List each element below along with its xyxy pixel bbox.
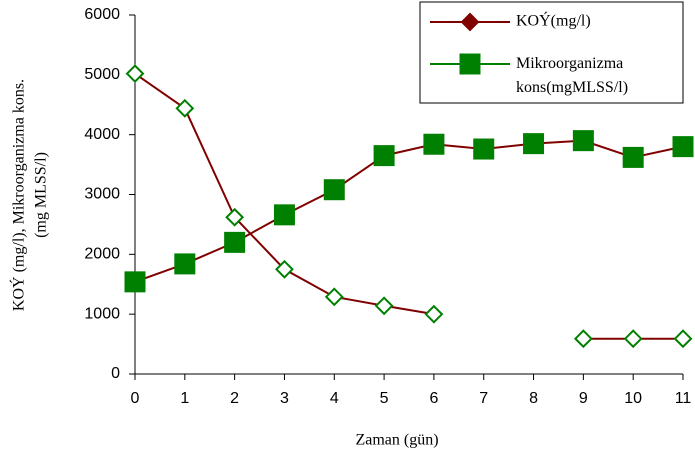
y-tick-label: 6000 (84, 6, 120, 23)
x-tick-label: 4 (330, 390, 339, 407)
y-axis-label: KOÝ (mg/l), Mikroorganizma kons. (9, 79, 28, 311)
x-tick-label: 6 (429, 390, 438, 407)
y-tick-label: 2000 (84, 246, 120, 263)
data-point (622, 146, 644, 168)
series-line (134, 139, 684, 283)
data-point (373, 145, 395, 167)
data-point (572, 130, 594, 152)
legend-marker (460, 12, 480, 32)
data-point (523, 133, 545, 155)
legend-label: KOÝ(mg/l) (516, 11, 591, 30)
x-tick-label: 8 (529, 390, 538, 407)
y-tick-label: 1000 (84, 305, 120, 322)
data-point (424, 304, 444, 324)
x-tick-label: 2 (230, 390, 239, 407)
data-point (174, 253, 196, 275)
data-point (323, 179, 345, 201)
x-tick-label: 10 (624, 390, 642, 407)
x-tick-label: 9 (579, 390, 588, 407)
x-tick-label: 1 (180, 390, 189, 407)
data-point (374, 296, 394, 316)
x-axis-label: Zaman (gün) (355, 432, 438, 449)
x-tick-label: 5 (380, 390, 389, 407)
data-point (672, 136, 694, 158)
data-point (324, 287, 344, 307)
data-point (225, 207, 245, 227)
data-point (673, 329, 693, 349)
data-point (423, 133, 445, 155)
data-point (573, 329, 593, 349)
data-point (175, 98, 195, 118)
data-point (275, 259, 294, 279)
y-tick-label: 3000 (84, 186, 120, 203)
data-point (124, 271, 146, 293)
legend-label: Mikroorganizma kons(mgMLSS/l) (516, 55, 628, 96)
data-point (623, 329, 643, 349)
y-tick-label: 5000 (84, 66, 120, 83)
data-point (473, 138, 495, 160)
x-tick-label: 7 (479, 390, 488, 407)
x-tick-label: 11 (675, 390, 692, 407)
data-point (224, 231, 246, 253)
data-point (125, 64, 145, 84)
data-point (273, 204, 295, 226)
legend-marker (459, 53, 481, 75)
y-tick-label: 4000 (84, 126, 120, 143)
x-tick-label: 3 (280, 390, 289, 407)
y-axis-label: (mg MLSS/l) (33, 152, 50, 238)
x-tick-label: 0 (131, 390, 140, 407)
y-tick-label: 0 (111, 365, 120, 382)
